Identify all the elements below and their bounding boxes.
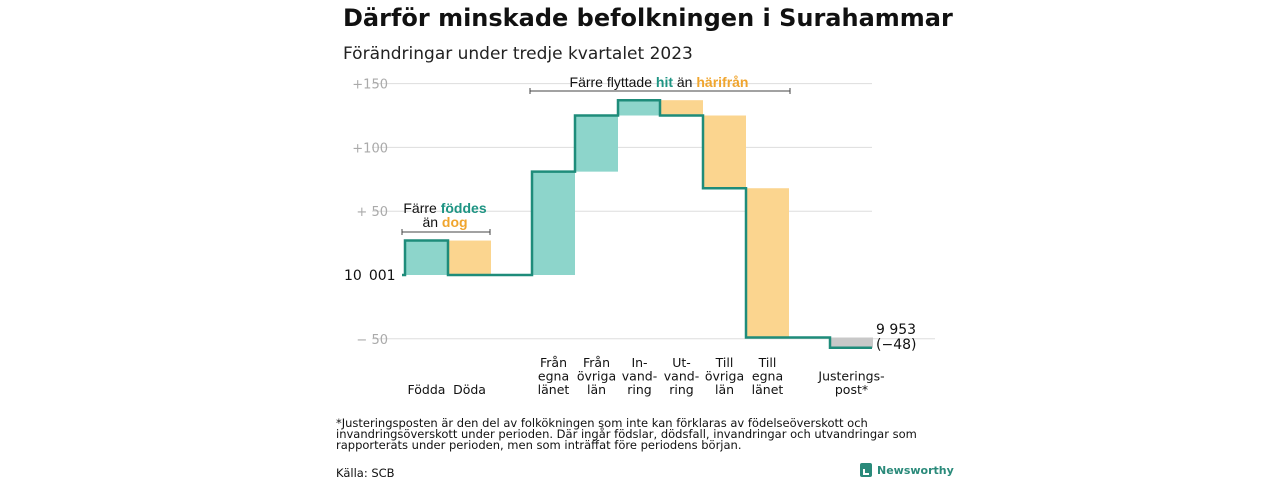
category-label: län: [587, 382, 606, 397]
category-label: egna: [752, 369, 783, 384]
category-label: In-: [631, 355, 647, 370]
waterfall-bar-8: [746, 188, 789, 338]
annotation-births-line2: än dog: [422, 214, 467, 230]
waterfall-bar-1: [405, 240, 448, 275]
waterfall-bar-9: [830, 337, 873, 348]
category-label: Födda: [408, 382, 446, 397]
category-label: ring: [669, 382, 693, 397]
brand-name: Newsworthy: [877, 463, 954, 477]
start-value-label: 10 001: [344, 268, 396, 284]
category-label: Justerings-: [817, 369, 884, 384]
waterfall-chart: +150 +100 + 50 − 50 10 001 9 953(−48) Födda Död…: [344, 74, 935, 397]
footnote: *Justeringsposten är den del av folkökni…: [336, 416, 917, 452]
end-value-label: 9 953: [876, 322, 916, 338]
category-label: vand-: [622, 369, 657, 384]
category-label: Ut-: [672, 355, 691, 370]
y-tick-label: − 50: [356, 333, 388, 348]
category-label: egna: [538, 369, 569, 384]
brand-logo: Newsworthy: [860, 463, 954, 477]
category-label: ring: [627, 382, 651, 397]
category-label: vand-: [664, 369, 699, 384]
waterfall-bar-3: [532, 171, 575, 275]
y-tick-label: +100: [352, 141, 388, 156]
waterfall-bar-2: [448, 240, 491, 275]
category-label: Till: [758, 355, 777, 370]
chart-subtitle: Förändringar under tredje kvartalet 2023: [343, 44, 693, 64]
category-label: länet: [538, 382, 570, 397]
category-label: övriga: [705, 369, 744, 384]
annotation-migration: Färre flyttade hit än härifrån: [570, 74, 749, 90]
category-label: övriga: [577, 369, 616, 384]
category-label: Från: [583, 355, 610, 370]
y-tick-label: + 50: [356, 205, 388, 220]
y-tick-label: +150: [352, 78, 388, 93]
chart-title: Därför minskade befolkningen i Surahamma…: [343, 4, 953, 32]
newsworthy-icon: [860, 463, 872, 477]
category-label: län: [715, 382, 734, 397]
waterfall-step-line: [402, 98, 872, 349]
waterfall-bar-7: [703, 115, 746, 189]
category-label: Döda: [453, 382, 486, 397]
end-change-label: (−48): [876, 337, 916, 353]
waterfall-bar-4: [575, 115, 618, 172]
category-label: Till: [715, 355, 734, 370]
waterfall-bar-6: [660, 100, 703, 116]
source-label: Källa: SCB: [336, 466, 395, 480]
waterfall-bar-5: [618, 100, 661, 116]
category-label: Från: [540, 355, 567, 370]
category-label: länet: [752, 382, 784, 397]
category-label: post*: [835, 382, 868, 397]
annotation-births-line1: Färre föddes: [403, 200, 486, 216]
